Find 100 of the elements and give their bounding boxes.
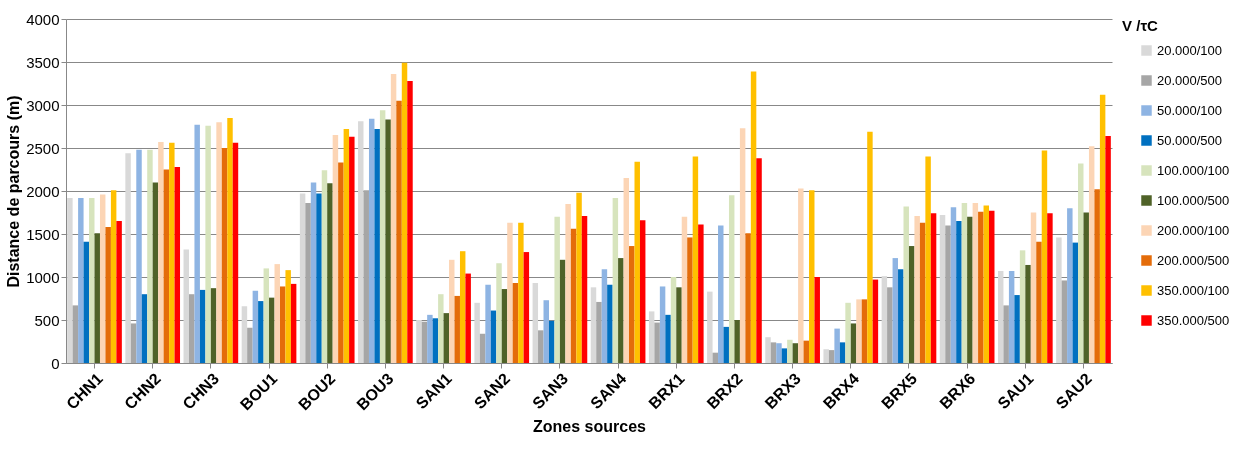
bar [338,162,344,363]
bar [141,294,148,363]
bar [290,283,297,363]
bar [232,142,239,363]
bar [241,306,248,363]
bar [798,188,804,363]
bar [379,110,386,363]
bar [110,190,117,363]
bar [983,205,990,363]
y-tick-label: 1500 [26,225,60,243]
bar [925,156,931,363]
bar [385,119,391,363]
bar [648,311,655,363]
legend-label: 50.000/500 [1157,132,1223,148]
bar [299,193,306,363]
bar [465,273,471,363]
bar [1036,241,1042,363]
bar [89,197,95,363]
bar [881,276,888,363]
bar [269,297,275,363]
bar [274,264,280,363]
bar [834,328,840,363]
bar [507,222,513,363]
bar [1003,305,1009,363]
bar [1014,295,1020,363]
bar [939,215,946,363]
bar [310,182,317,363]
bar [654,322,660,363]
bar [734,320,740,363]
bar [867,131,873,363]
bar [363,190,369,363]
bar [474,302,480,363]
bar [787,339,793,363]
bar [396,100,402,363]
bar [950,207,957,363]
bar [125,153,131,363]
bar [368,118,375,363]
bar [523,252,530,363]
bar [814,277,820,363]
bar [163,169,170,363]
bar [601,269,608,363]
bar [723,326,729,363]
bar [99,194,106,363]
bar [961,203,968,363]
bar [188,294,195,363]
bar [496,263,502,363]
y-tick-label: 1000 [26,268,60,286]
bar [989,210,995,363]
bar [501,289,508,363]
bar [199,289,206,363]
bar [67,197,73,363]
legend-label: 20.000/500 [1157,72,1223,88]
bar [930,213,937,363]
bar [1019,250,1026,363]
bar [432,318,439,363]
bar [607,284,613,363]
bar [158,141,164,363]
bar [152,182,159,363]
bar [718,225,724,363]
bar [850,323,857,363]
bar [892,258,899,363]
bar [459,251,466,363]
bar [227,117,233,363]
bar [707,291,713,363]
legend-title: V /τC [1122,17,1159,34]
legend-label: 200.000/500 [1157,252,1230,268]
bar [776,343,782,363]
bar [349,136,355,363]
bar [770,342,777,363]
bar [374,129,380,363]
bar [750,71,757,363]
bar [205,125,211,363]
bar [914,215,920,363]
bar [543,300,549,363]
bar [803,340,810,363]
bar [443,313,450,363]
bar [390,74,397,363]
bar [358,121,364,363]
bar [305,203,311,363]
bar [1072,242,1079,363]
y-tick-label: 2500 [26,139,60,157]
bar [728,195,735,363]
bar [221,148,228,363]
bar [321,170,328,363]
bar [903,206,909,363]
bar [454,295,460,363]
y-tick-label: 4000 [26,10,60,28]
bar [997,270,1004,363]
bar [1067,208,1073,363]
bar [687,237,693,363]
bar [565,203,571,363]
bar [845,302,851,363]
bar [1025,264,1031,363]
bar [1099,94,1106,363]
bar [639,220,646,363]
bar [634,161,640,363]
bar [116,221,122,363]
bar [554,216,560,363]
bar [872,279,879,363]
bar [548,320,555,363]
